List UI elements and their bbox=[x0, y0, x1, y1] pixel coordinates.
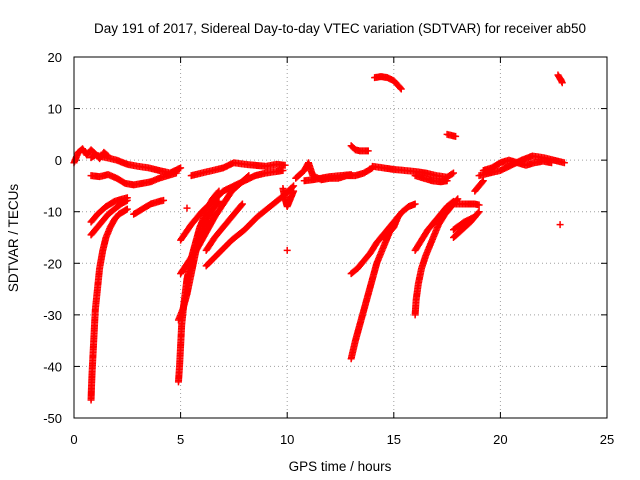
series-arc-c3 bbox=[371, 73, 405, 93]
plot-frame bbox=[73, 56, 608, 419]
plus-marker bbox=[347, 171, 355, 179]
y-tick-label: -10 bbox=[43, 205, 62, 220]
plus-marker bbox=[471, 213, 479, 221]
series-arc-e3 bbox=[449, 200, 483, 209]
plus-marker bbox=[478, 178, 486, 186]
data-points bbox=[70, 71, 568, 404]
plus-marker bbox=[479, 177, 487, 185]
plus-marker bbox=[449, 169, 457, 177]
plus-marker bbox=[560, 159, 568, 167]
plus-marker bbox=[123, 205, 131, 213]
series-arc-d1 bbox=[411, 195, 462, 319]
plus-marker bbox=[548, 159, 556, 167]
series-arc-e1 bbox=[449, 208, 483, 241]
x-axis-label: GPS time / hours bbox=[289, 459, 392, 474]
series-arc-a4 bbox=[130, 196, 168, 218]
y-tick-label: -50 bbox=[43, 411, 62, 426]
plus-marker bbox=[160, 196, 168, 204]
plus-marker bbox=[238, 201, 246, 209]
plus-marker bbox=[283, 246, 291, 254]
plus-marker bbox=[396, 84, 404, 92]
x-tick-label: 5 bbox=[177, 432, 184, 447]
y-tick-label: 0 bbox=[55, 153, 62, 168]
series-short-23 bbox=[554, 71, 566, 87]
plus-marker bbox=[177, 164, 185, 172]
plus-marker bbox=[411, 200, 419, 208]
plus-marker bbox=[397, 85, 405, 93]
axis-ticks: 0 5 10 15 20 25 -50 -40 -30 -20 -10 0 10 20 bbox=[43, 50, 614, 447]
series-band-1-4 bbox=[87, 169, 180, 189]
series-band-16-17 bbox=[411, 172, 451, 186]
series-arc-b6 bbox=[202, 200, 246, 254]
chart-title: Day 191 of 2017, Sidereal Day-to-day VTE… bbox=[94, 21, 586, 36]
series-short-13 bbox=[347, 142, 372, 155]
x-tick-label: 25 bbox=[600, 432, 614, 447]
series-short-17 bbox=[443, 130, 460, 140]
series-arc-a3 bbox=[87, 194, 131, 226]
y-axis-label: SDTVAR / TECUs bbox=[6, 184, 21, 293]
y-tick-label: 20 bbox=[48, 50, 62, 65]
x-tick-label: 20 bbox=[493, 432, 507, 447]
plus-marker bbox=[443, 177, 451, 185]
plus-marker bbox=[556, 221, 564, 229]
plus-marker bbox=[215, 197, 223, 205]
plus-marker bbox=[172, 169, 180, 177]
plus-marker bbox=[183, 204, 191, 212]
y-tick-label: -30 bbox=[43, 308, 62, 323]
x-tick-label: 10 bbox=[280, 432, 294, 447]
series-arc-c1 bbox=[347, 213, 402, 363]
grid bbox=[74, 57, 607, 418]
plus-marker bbox=[474, 209, 482, 217]
plus-marker bbox=[214, 199, 222, 207]
series-arc-e2 bbox=[449, 213, 479, 234]
y-tick-label: -40 bbox=[43, 359, 62, 374]
plus-marker bbox=[475, 201, 483, 209]
series-outlier-10 bbox=[283, 246, 291, 254]
plus-marker bbox=[452, 132, 460, 140]
plus-marker bbox=[238, 200, 246, 208]
series-arc-b5 bbox=[202, 182, 298, 270]
plus-marker bbox=[448, 170, 456, 178]
x-tick-label: 0 bbox=[70, 432, 77, 447]
y-tick-label: 10 bbox=[48, 102, 62, 117]
series-arc-a1 bbox=[87, 205, 131, 404]
series-band-19-23b bbox=[479, 156, 556, 174]
x-tick-label: 15 bbox=[387, 432, 401, 447]
series-dip-10 bbox=[279, 185, 298, 211]
plus-marker bbox=[475, 208, 483, 216]
series-outlier-5 bbox=[183, 204, 191, 212]
y-tick-label: -20 bbox=[43, 256, 62, 271]
plus-marker bbox=[281, 161, 289, 169]
series-short-19 bbox=[471, 177, 487, 195]
series-outlier-23 bbox=[556, 221, 564, 229]
plus-marker bbox=[558, 79, 566, 87]
series-arc-c2 bbox=[347, 200, 419, 278]
series-arc-d2 bbox=[411, 197, 457, 254]
plus-marker bbox=[290, 187, 298, 195]
plus-marker bbox=[123, 194, 131, 202]
plus-marker bbox=[364, 147, 372, 155]
series-band-10-13b bbox=[300, 171, 355, 185]
series-band-14-18 bbox=[368, 162, 457, 181]
series-band-5-10 bbox=[187, 159, 289, 180]
